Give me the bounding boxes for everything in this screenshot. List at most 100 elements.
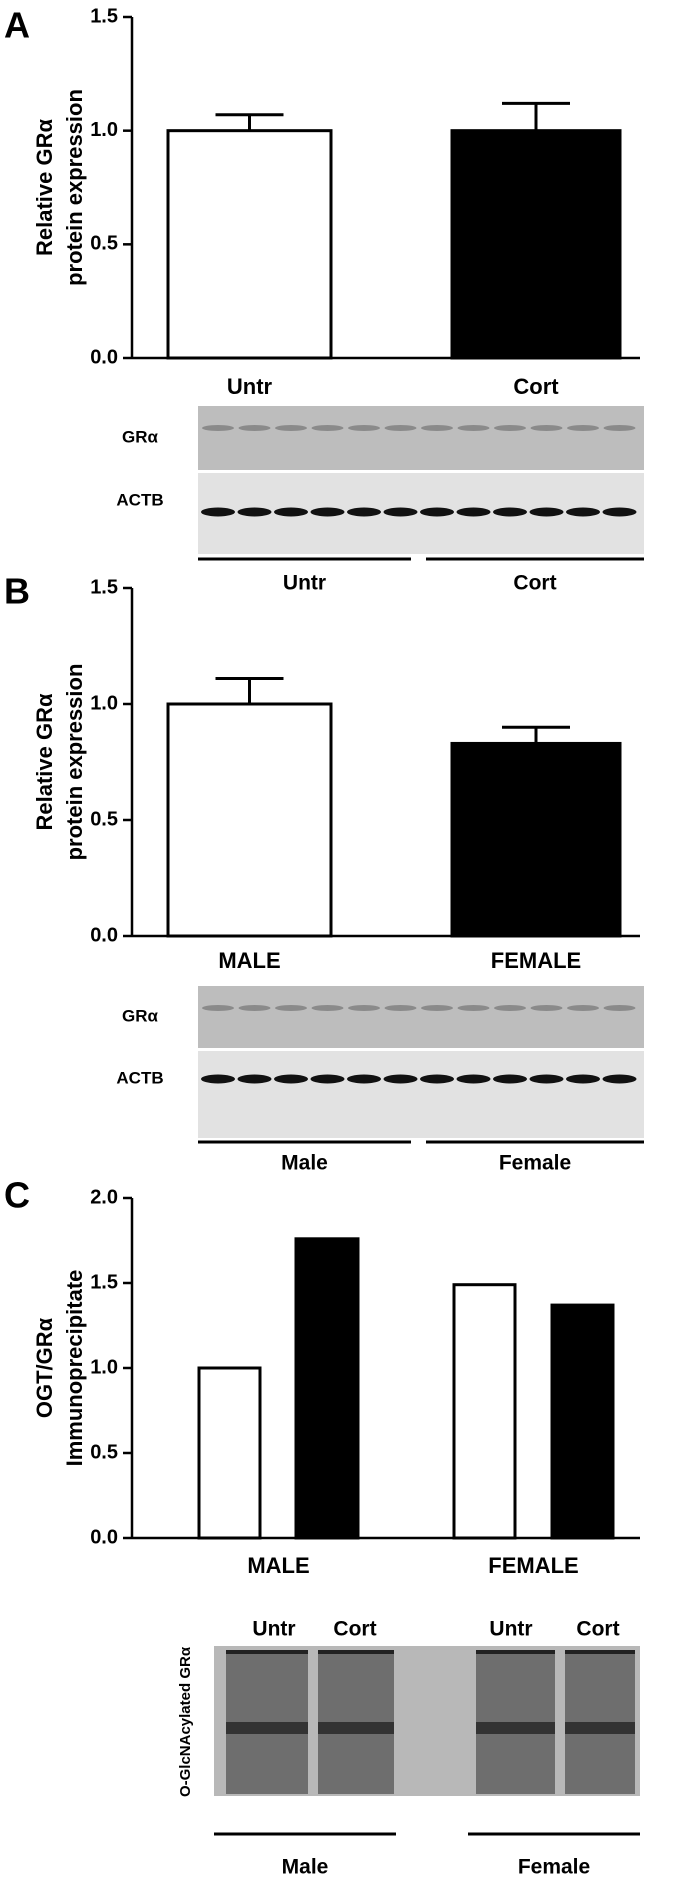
x-tick-label: MALE bbox=[218, 948, 280, 973]
bar bbox=[550, 1303, 615, 1540]
x-tick-label: FEMALE bbox=[488, 1553, 578, 1578]
lane-top bbox=[565, 1650, 635, 1654]
band bbox=[530, 1005, 563, 1011]
blot-row-label: ACTB bbox=[116, 1068, 163, 1087]
y-tick-label: 0.5 bbox=[90, 233, 118, 255]
y-tick-label: 1.5 bbox=[90, 576, 118, 598]
y-tick-label: 0.5 bbox=[90, 808, 118, 830]
group-label: Untr bbox=[283, 572, 326, 595]
band bbox=[494, 425, 526, 431]
y-tick-label: 1.0 bbox=[90, 1356, 118, 1378]
lane-label: Untr bbox=[252, 1618, 295, 1641]
y-tick-label: 0.0 bbox=[90, 924, 118, 946]
band bbox=[494, 1005, 526, 1011]
group-label: Female bbox=[518, 1856, 590, 1879]
band bbox=[493, 507, 527, 517]
band bbox=[237, 1074, 272, 1084]
y-axis-label: protein expression bbox=[62, 664, 87, 861]
band bbox=[384, 1005, 417, 1011]
panel-letter: C bbox=[4, 1175, 30, 1216]
y-tick-label: 1.5 bbox=[90, 5, 118, 27]
band bbox=[383, 507, 418, 517]
band bbox=[602, 1074, 637, 1084]
band bbox=[238, 425, 271, 431]
x-tick-label: Untr bbox=[227, 374, 273, 399]
y-tick-label: 1.0 bbox=[90, 692, 118, 714]
band bbox=[275, 1005, 307, 1011]
y-tick-label: 0.5 bbox=[90, 1441, 118, 1463]
bar bbox=[166, 702, 333, 938]
blot-row-label: GRα bbox=[122, 1006, 159, 1025]
x-tick-label: MALE bbox=[247, 1553, 309, 1578]
band bbox=[311, 1005, 344, 1011]
band bbox=[347, 1074, 381, 1084]
band bbox=[310, 507, 345, 517]
band bbox=[567, 425, 599, 431]
band bbox=[421, 425, 453, 431]
panel-letter: A bbox=[4, 5, 30, 46]
lane-label: Untr bbox=[489, 1618, 532, 1641]
band bbox=[383, 1074, 418, 1084]
y-tick-label: 0.0 bbox=[90, 346, 118, 368]
panel-letter: B bbox=[4, 571, 30, 612]
band bbox=[274, 1074, 308, 1084]
lane-label: Cort bbox=[333, 1618, 376, 1641]
band bbox=[202, 1005, 234, 1011]
band bbox=[201, 507, 235, 517]
bar bbox=[452, 1283, 517, 1540]
y-tick-label: 1.0 bbox=[90, 119, 118, 141]
band bbox=[420, 507, 454, 517]
band bbox=[310, 1074, 345, 1084]
bar bbox=[166, 129, 333, 360]
lane-band bbox=[318, 1722, 394, 1734]
band bbox=[566, 507, 600, 517]
group-label: Female bbox=[499, 1152, 571, 1175]
bar bbox=[294, 1237, 360, 1540]
lane-band bbox=[476, 1722, 555, 1734]
band bbox=[275, 425, 307, 431]
blot-gra bbox=[198, 406, 644, 470]
band bbox=[603, 425, 636, 431]
lane-label: Cort bbox=[576, 1618, 619, 1641]
group-label: Male bbox=[282, 1856, 329, 1879]
band bbox=[274, 507, 308, 517]
band bbox=[456, 1074, 491, 1084]
band bbox=[311, 425, 344, 431]
lane-top bbox=[226, 1650, 308, 1654]
bar bbox=[450, 129, 622, 360]
band bbox=[567, 1005, 599, 1011]
y-axis-label: Relative GRα bbox=[32, 693, 57, 830]
band bbox=[530, 425, 563, 431]
band bbox=[457, 425, 490, 431]
lane-band bbox=[226, 1722, 308, 1734]
y-axis-label: protein expression bbox=[62, 89, 87, 286]
lane-top bbox=[476, 1650, 555, 1654]
band bbox=[420, 1074, 454, 1084]
band bbox=[493, 1074, 527, 1084]
bar bbox=[197, 1366, 262, 1540]
y-axis-label: Relative GRα bbox=[32, 119, 57, 256]
band bbox=[603, 1005, 636, 1011]
lane-top bbox=[318, 1650, 394, 1654]
band bbox=[201, 1074, 235, 1084]
bar bbox=[450, 741, 622, 938]
band bbox=[348, 425, 380, 431]
lane-band bbox=[565, 1722, 635, 1734]
blot-side-label: O-GlcNAcylated GRα bbox=[177, 1646, 194, 1797]
y-tick-label: 0.0 bbox=[90, 1526, 118, 1548]
y-axis-label: OGT/GRα bbox=[32, 1317, 57, 1418]
y-tick-label: 1.5 bbox=[90, 1271, 118, 1293]
band bbox=[237, 507, 272, 517]
band bbox=[457, 1005, 490, 1011]
blot-actb bbox=[198, 1051, 644, 1138]
band bbox=[421, 1005, 453, 1011]
blot-gra bbox=[198, 986, 644, 1048]
band bbox=[347, 507, 381, 517]
band bbox=[529, 507, 564, 517]
band bbox=[566, 1074, 600, 1084]
band bbox=[348, 1005, 380, 1011]
group-label: Cort bbox=[513, 572, 556, 595]
band bbox=[456, 507, 491, 517]
y-tick-label: 2.0 bbox=[90, 1186, 118, 1208]
